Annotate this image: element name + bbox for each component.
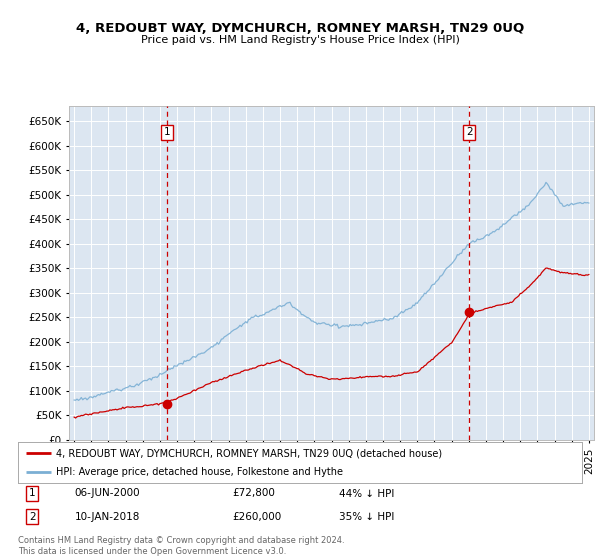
Text: 2: 2 (466, 127, 473, 137)
Text: 35% ↓ HPI: 35% ↓ HPI (340, 512, 395, 522)
Text: 06-JUN-2000: 06-JUN-2000 (74, 488, 140, 498)
Text: £260,000: £260,000 (232, 512, 281, 522)
Text: 4, REDOUBT WAY, DYMCHURCH, ROMNEY MARSH, TN29 0UQ: 4, REDOUBT WAY, DYMCHURCH, ROMNEY MARSH,… (76, 22, 524, 35)
Text: Contains HM Land Registry data © Crown copyright and database right 2024.
This d: Contains HM Land Registry data © Crown c… (18, 536, 344, 556)
Text: HPI: Average price, detached house, Folkestone and Hythe: HPI: Average price, detached house, Folk… (56, 467, 343, 477)
Text: 1: 1 (29, 488, 35, 498)
Text: 4, REDOUBT WAY, DYMCHURCH, ROMNEY MARSH, TN29 0UQ (detached house): 4, REDOUBT WAY, DYMCHURCH, ROMNEY MARSH,… (56, 449, 442, 458)
Text: Price paid vs. HM Land Registry's House Price Index (HPI): Price paid vs. HM Land Registry's House … (140, 35, 460, 45)
Text: 1: 1 (164, 127, 170, 137)
Text: £72,800: £72,800 (232, 488, 275, 498)
Text: 10-JAN-2018: 10-JAN-2018 (74, 512, 140, 522)
Text: 2: 2 (29, 512, 35, 522)
Text: 44% ↓ HPI: 44% ↓ HPI (340, 488, 395, 498)
